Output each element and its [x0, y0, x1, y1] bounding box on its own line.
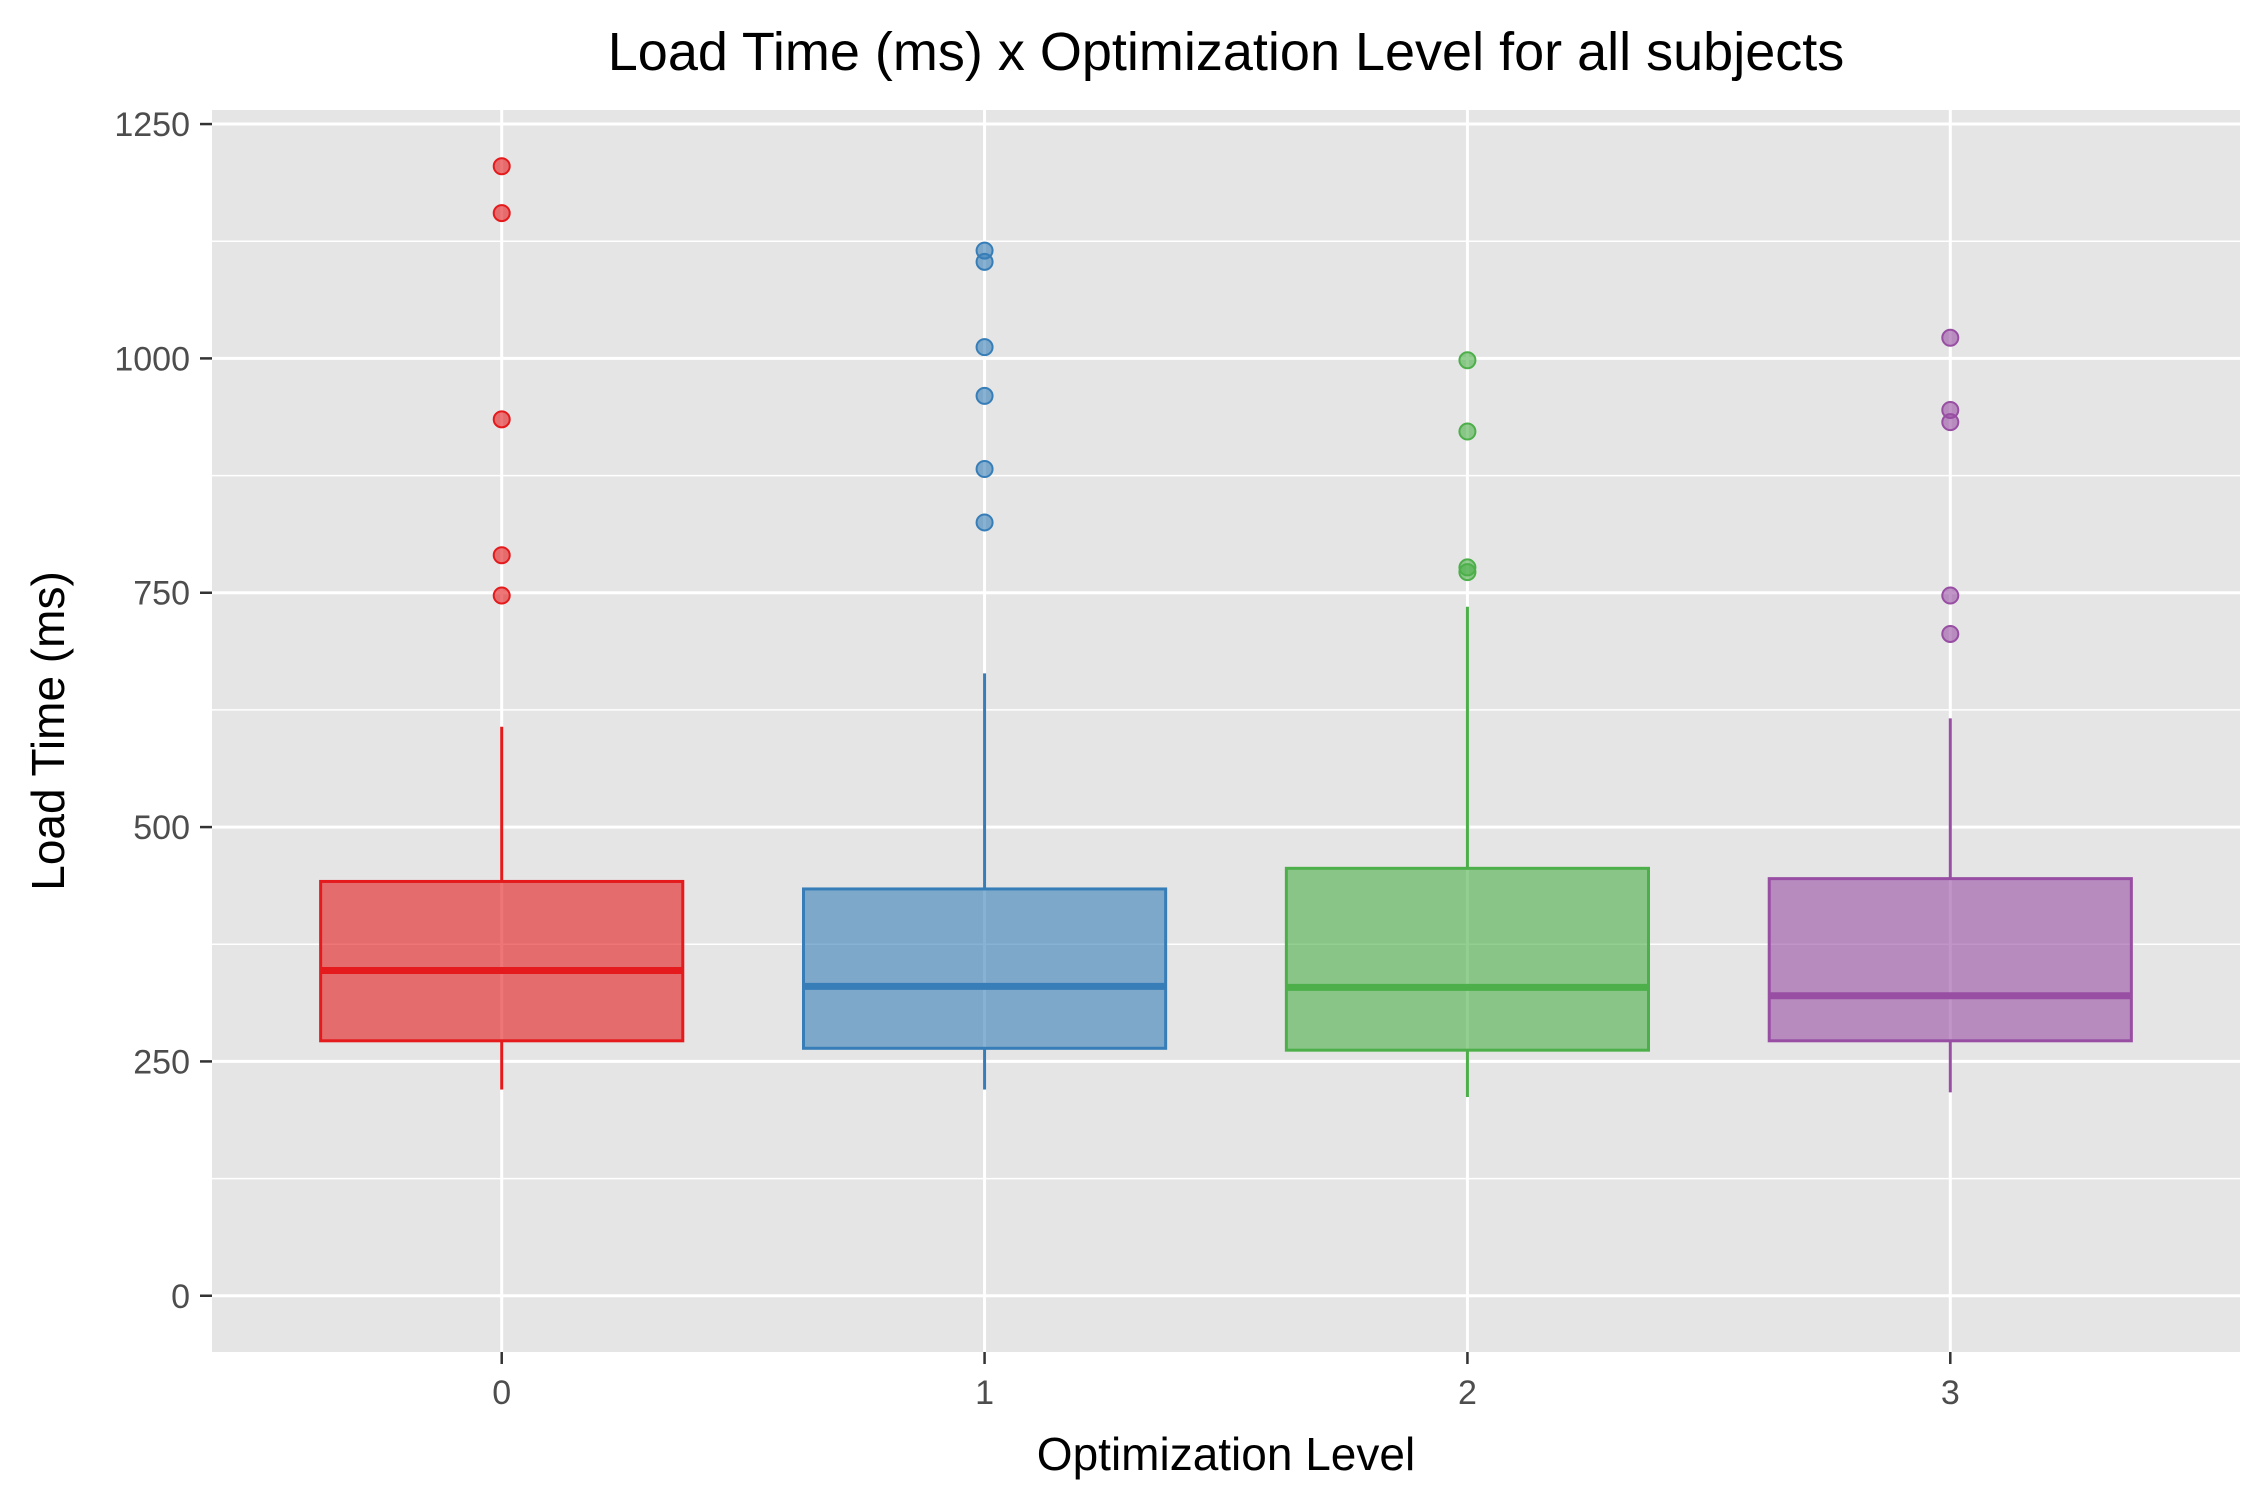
outlier-point	[1941, 328, 1960, 347]
outlier-point	[1458, 422, 1477, 441]
boxplot-1	[802, 241, 1168, 1090]
y-axis-title: Load Time (ms)	[22, 571, 74, 891]
boxplot-0	[319, 157, 685, 1090]
y-tick-label: 750	[133, 575, 190, 613]
x-tick-label: 1	[975, 1374, 994, 1412]
y-tick-label: 250	[133, 1043, 190, 1081]
x-axis: 0 1 2 3	[492, 1352, 1960, 1412]
box-iqr	[1284, 866, 1651, 1052]
x-axis-title: Optimization Level	[1037, 1428, 1415, 1480]
box-iqr	[1767, 877, 2133, 1043]
outlier-point	[975, 513, 994, 532]
outlier-point	[492, 586, 511, 605]
outlier-point	[1458, 351, 1477, 370]
boxplots	[319, 157, 2133, 1098]
outlier-point	[975, 241, 994, 260]
y-tick-label: 500	[133, 809, 190, 847]
chart-title: Load Time (ms) x Optimization Level for …	[608, 22, 1844, 82]
y-tick-label: 0	[171, 1278, 190, 1316]
outlier-point	[492, 410, 511, 429]
x-tick-label: 0	[492, 1374, 511, 1412]
outlier-point	[492, 204, 511, 223]
boxplot-3	[1767, 328, 2133, 1093]
outlier-point	[1941, 624, 1960, 643]
outlier-point	[975, 386, 994, 405]
outlier-point	[975, 460, 994, 479]
y-tick-label: 1250	[114, 106, 190, 144]
x-tick-label: 2	[1458, 1374, 1477, 1412]
plot-panel	[212, 110, 2240, 1352]
outlier-point	[1941, 586, 1960, 605]
y-tick-label: 1000	[114, 340, 190, 378]
outlier-point	[975, 338, 994, 357]
outlier-point	[1458, 558, 1477, 577]
box-iqr	[319, 879, 685, 1043]
y-axis: 0 250 500 750 1000 1250	[114, 106, 212, 1316]
outlier-point	[1941, 400, 1960, 419]
x-tick-label: 3	[1941, 1374, 1960, 1412]
outlier-point	[492, 157, 511, 176]
outlier-point	[492, 546, 511, 565]
box-iqr	[802, 887, 1168, 1050]
boxplot-2	[1284, 351, 1651, 1098]
